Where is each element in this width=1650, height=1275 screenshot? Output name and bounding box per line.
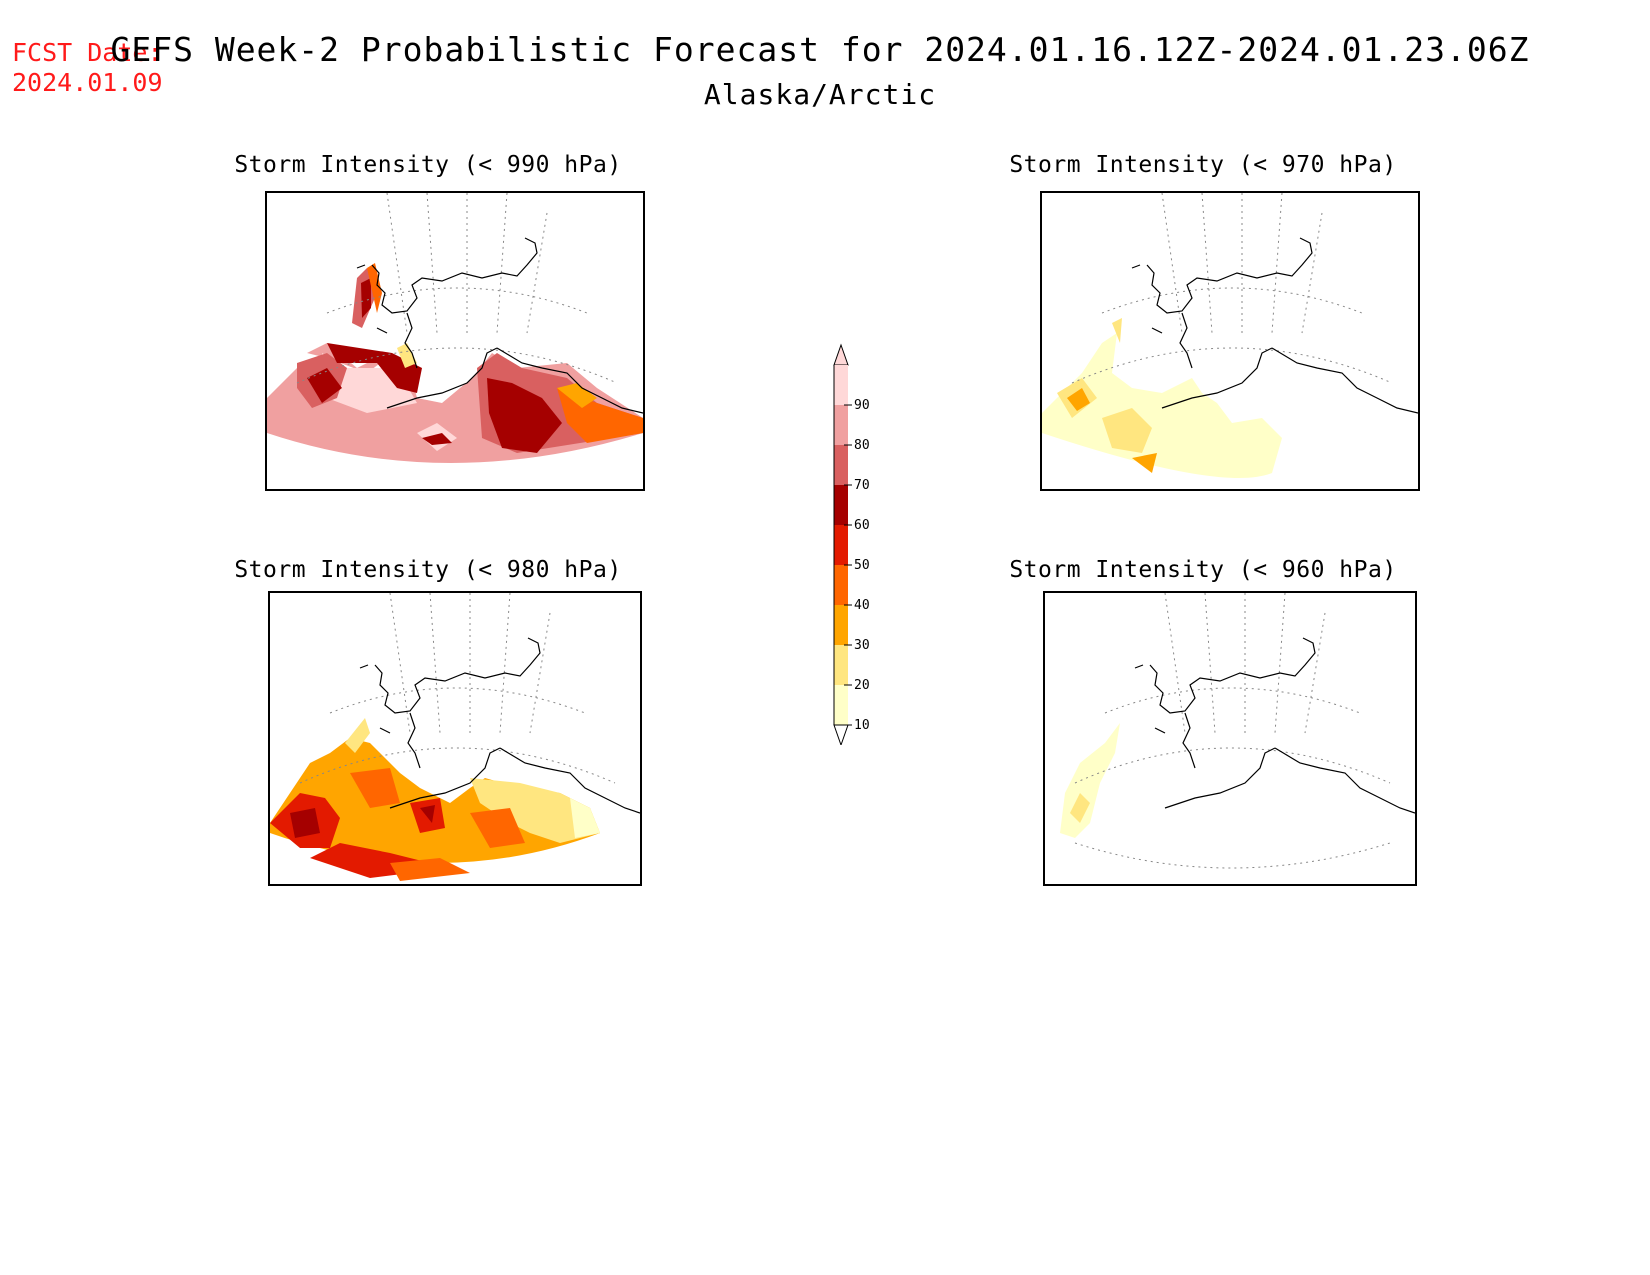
- colorbar-tick-label: 40: [854, 598, 870, 613]
- forecast-date-label: FCST Date: 2024.01.09: [12, 38, 163, 98]
- map-970-svg: [1042, 193, 1418, 478]
- colorbar-swatch: [834, 565, 848, 605]
- colorbar-tick-label: 50: [854, 558, 870, 573]
- colorbar-tick-label: 70: [854, 478, 870, 493]
- colorbar-tick-label: 90: [854, 398, 870, 413]
- main-title: GEFS Week-2 Probabilistic Forecast for 2…: [110, 30, 1530, 69]
- colorbar-tick-label: 20: [854, 678, 870, 693]
- panel-title-960: Storm Intensity (< 960 hPa): [1009, 557, 1397, 583]
- probability-colorbar: 10 20 30 40 50 60 70 80 90: [833, 343, 870, 745]
- fcst-label-text: FCST Date:: [12, 38, 163, 67]
- colorbar-tick-label: 10: [854, 718, 870, 733]
- panel-title-980: Storm Intensity (< 980 hPa): [234, 557, 622, 583]
- map-panel-970: [1040, 191, 1420, 491]
- colorbar-swatch: [834, 405, 848, 445]
- map-960-svg: [1060, 593, 1415, 869]
- colorbar-swatch: [834, 605, 848, 645]
- colorbar-bottom-extension: [833, 724, 849, 745]
- map-990-svg: [267, 193, 643, 463]
- colorbar-tick-label: 60: [854, 518, 870, 533]
- colorbar-swatch: [834, 445, 848, 485]
- fcst-date-value: 2024.01.09: [12, 68, 163, 97]
- colorbar-tick-label: 30: [854, 638, 870, 653]
- colorbar-swatch: [834, 485, 848, 525]
- colorbar-swatch: [834, 365, 848, 405]
- colorbar-swatch: [834, 645, 848, 685]
- map-panel-980: [268, 591, 642, 886]
- panel-title-970: Storm Intensity (< 970 hPa): [1009, 152, 1397, 178]
- map-panel-960: [1043, 591, 1417, 886]
- region-subtitle: Alaska/Arctic: [703, 78, 937, 111]
- colorbar-swatch: [834, 525, 848, 565]
- map-980-svg: [270, 593, 640, 881]
- colorbar-top-extension: [833, 343, 849, 366]
- panel-title-990: Storm Intensity (< 990 hPa): [234, 152, 622, 178]
- colorbar-swatch: [834, 685, 848, 725]
- map-panel-990: [265, 191, 645, 491]
- colorbar-tick-label: 80: [854, 438, 870, 453]
